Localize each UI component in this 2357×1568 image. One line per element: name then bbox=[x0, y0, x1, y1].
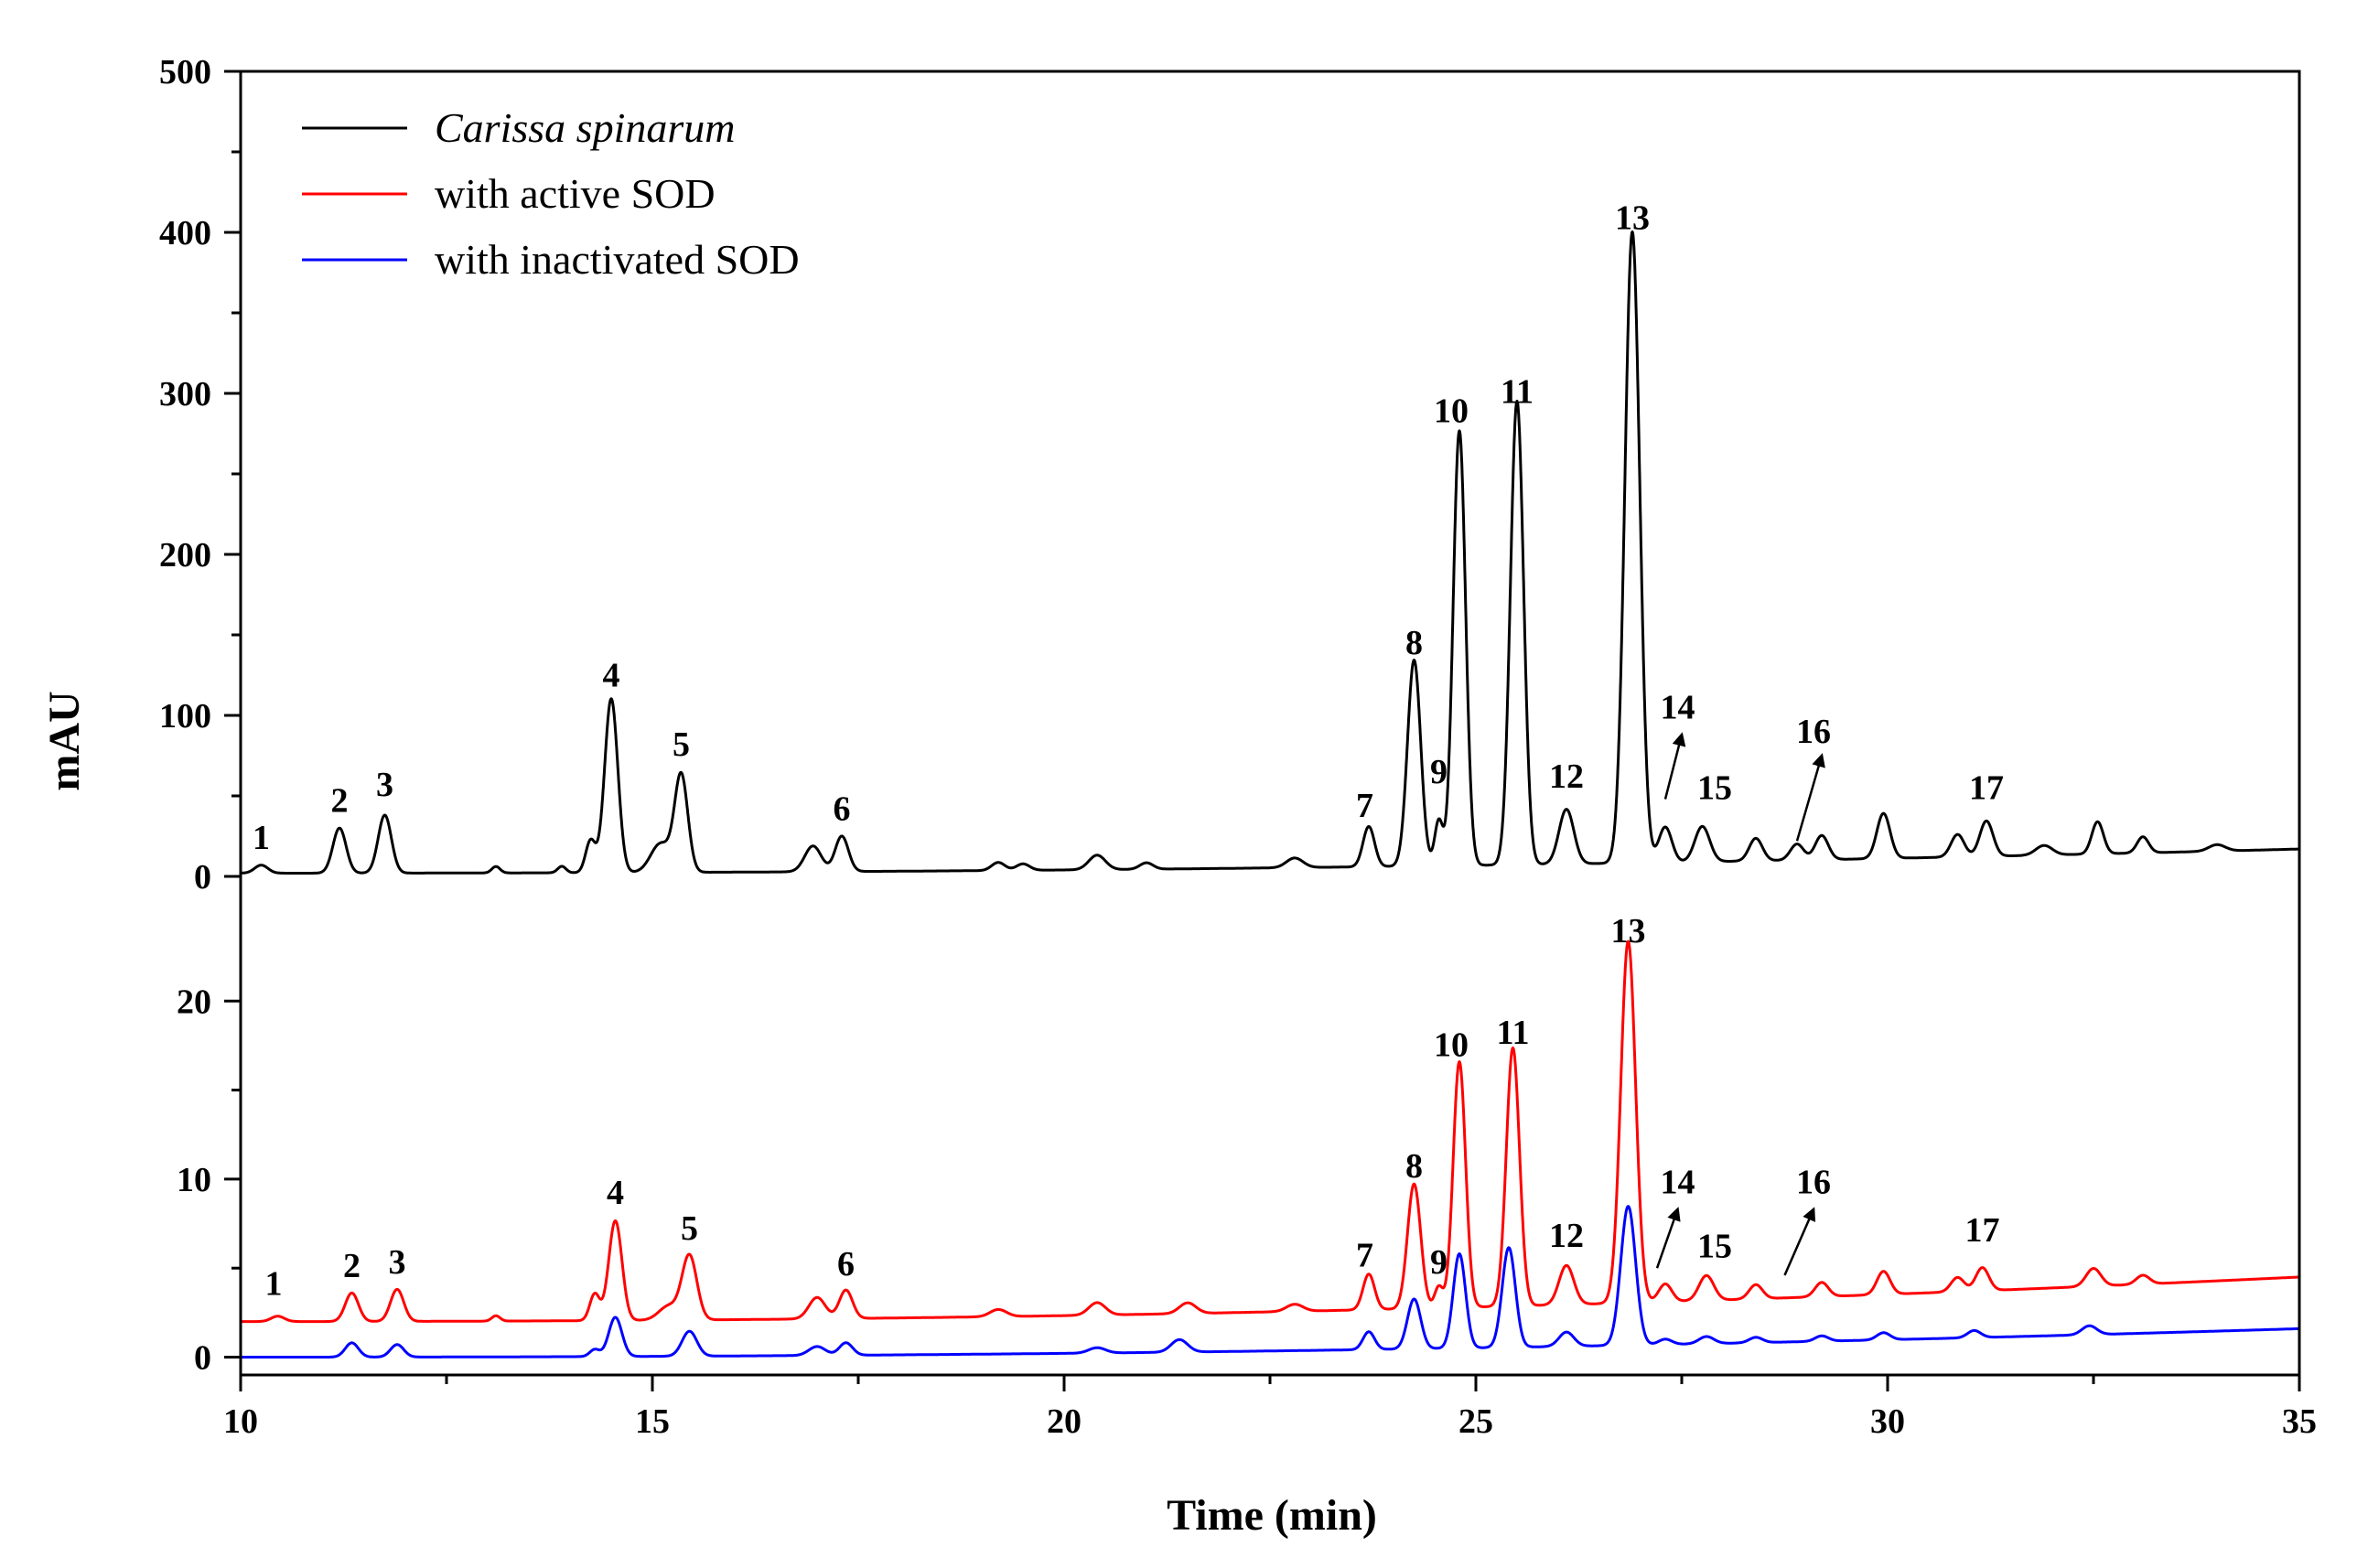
y-tick-label-0-3: 300 bbox=[159, 375, 211, 413]
peak-label-top-7: 7 bbox=[1356, 787, 1373, 825]
peak-label-bottom-12: 12 bbox=[1549, 1217, 1584, 1255]
x-tick-label-2: 20 bbox=[1047, 1402, 1082, 1441]
peak-label-bottom-3: 3 bbox=[389, 1243, 406, 1282]
peak-label-top-17: 17 bbox=[1969, 769, 2004, 808]
y-axis-label: mAU bbox=[40, 691, 89, 790]
peak-label-top-14: 14 bbox=[1661, 689, 1695, 727]
peak-label-top-15: 15 bbox=[1697, 769, 1732, 808]
peak-label-bottom-17: 17 bbox=[1965, 1211, 2000, 1250]
peak-arrow-1-0 bbox=[1655, 1207, 1681, 1269]
peak-label-bottom-14: 14 bbox=[1661, 1163, 1695, 1201]
peak-label-bottom-11: 11 bbox=[1497, 1014, 1530, 1052]
peak-label-top-6: 6 bbox=[834, 789, 851, 828]
traces-layer bbox=[240, 230, 2300, 1359]
y-tick-label-0-4: 400 bbox=[159, 214, 211, 252]
x-tick-label-3: 25 bbox=[1458, 1402, 1493, 1441]
y-tick-label-0-0: 0 bbox=[194, 858, 211, 897]
peak-label-top-2: 2 bbox=[331, 782, 349, 821]
peak-label-bottom-15: 15 bbox=[1697, 1228, 1732, 1266]
peak-label-bottom-10: 10 bbox=[1434, 1026, 1469, 1065]
y-tick-label-1-1: 10 bbox=[177, 1161, 211, 1199]
y-tick-label-1-0: 0 bbox=[194, 1339, 211, 1378]
series-line-carissa-spinarum bbox=[240, 230, 2300, 875]
peak-label-bottom-2: 2 bbox=[343, 1247, 361, 1285]
peak-arrow-1-1 bbox=[1783, 1207, 1816, 1276]
y-tick-label-0-2: 200 bbox=[159, 536, 211, 575]
peak-label-bottom-8: 8 bbox=[1405, 1147, 1423, 1186]
peak-arrow-0-1 bbox=[1795, 753, 1825, 842]
peak-label-top-4: 4 bbox=[603, 656, 620, 694]
y-tick-label-0-1: 100 bbox=[159, 697, 211, 736]
peak-label-top-12: 12 bbox=[1549, 757, 1584, 796]
peak-label-bottom-4: 4 bbox=[607, 1174, 624, 1212]
peak-label-top-10: 10 bbox=[1434, 392, 1469, 431]
series-line-with-inactivated-sod bbox=[240, 1205, 2300, 1359]
peak-label-top-5: 5 bbox=[673, 725, 690, 764]
peak-label-bottom-7: 7 bbox=[1356, 1236, 1373, 1274]
x-tick-label-4: 30 bbox=[1870, 1402, 1905, 1441]
peak-label-top-1: 1 bbox=[253, 819, 270, 857]
peak-label-bottom-5: 5 bbox=[681, 1209, 698, 1248]
x-tick-label-5: 35 bbox=[2282, 1402, 2317, 1441]
peak-label-bottom-9: 9 bbox=[1430, 1243, 1448, 1282]
peak-label-top-16: 16 bbox=[1796, 713, 1831, 751]
peak-label-bottom-1: 1 bbox=[265, 1264, 283, 1303]
peak-label-bottom-16: 16 bbox=[1796, 1163, 1831, 1201]
x-axis-label: Time (min) bbox=[1167, 1491, 1377, 1540]
legend-label-0: Carissa spinarum bbox=[435, 104, 735, 151]
peak-label-bottom-6: 6 bbox=[837, 1245, 855, 1283]
x-tick-label-0: 10 bbox=[223, 1402, 258, 1441]
legend-label-2: with inactivated SOD bbox=[435, 236, 800, 283]
peak-label-top-9: 9 bbox=[1430, 753, 1448, 791]
y-tick-label-1-2: 20 bbox=[177, 983, 211, 1021]
legend-label-1: with active SOD bbox=[435, 170, 716, 217]
peak-label-top-13: 13 bbox=[1615, 199, 1650, 237]
peak-label-bottom-13: 13 bbox=[1611, 912, 1646, 950]
x-tick-label-1: 15 bbox=[635, 1402, 670, 1441]
y-tick-label-0-5: 500 bbox=[159, 53, 211, 91]
peak-arrow-0-0 bbox=[1663, 732, 1686, 800]
series-line-with-active-sod bbox=[240, 940, 2300, 1324]
legend: Carissa spinarum with active SOD with inac… bbox=[302, 104, 800, 283]
peak-label-top-3: 3 bbox=[376, 766, 393, 804]
peak-label-top-8: 8 bbox=[1405, 624, 1423, 662]
peak-label-top-11: 11 bbox=[1501, 373, 1534, 412]
